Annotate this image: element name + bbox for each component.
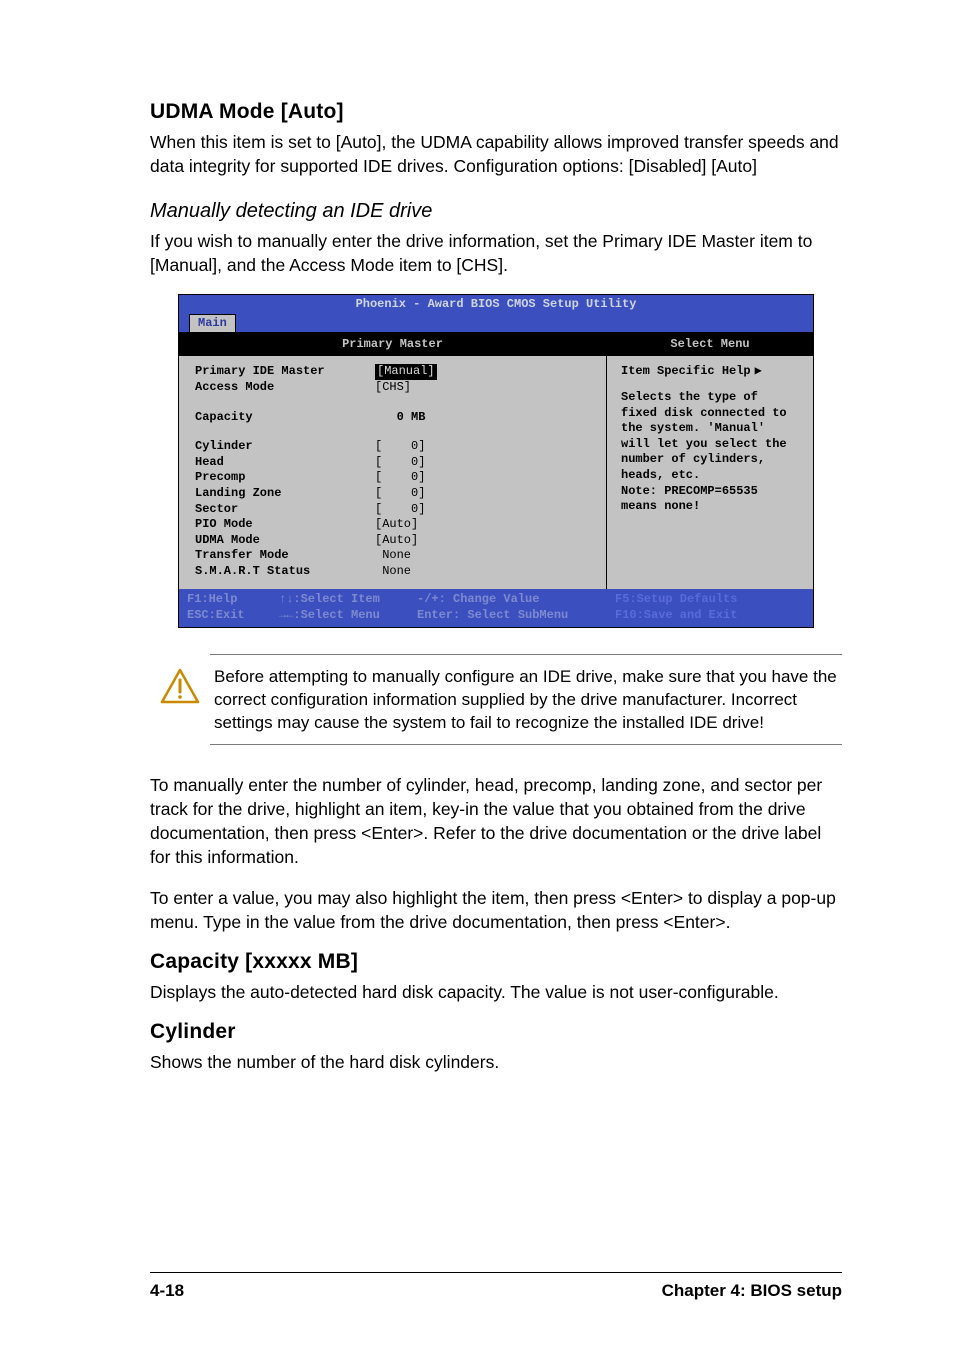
bios-label: Primary IDE Master [195,364,375,380]
bios-value: 0 MB [375,410,425,426]
page: UDMA Mode [Auto] When this item is set t… [0,0,954,1351]
paragraph-manual-entry-1: To manually enter the number of cylinder… [150,773,842,870]
warning-icon [150,654,210,704]
bios-key-nav-menu: →←:Select Menu [279,608,417,624]
chapter-title: Chapter 4: BIOS setup [662,1281,842,1301]
bios-value: [Auto] [375,533,418,549]
bios-help-title: Item Specific Help▶ [621,364,801,380]
bios-row[interactable]: UDMA Mode[Auto] [195,533,594,549]
bios-value: [CHS] [375,380,411,396]
bios-label: S.M.A.R.T Status [195,564,375,580]
bios-value: [ 0] [375,486,425,502]
bios-key-esc: ESC:Exit [187,608,279,624]
bios-row[interactable]: Head[ 0] [195,455,594,471]
bios-tab-bar: Main [179,314,813,332]
bios-value: [ 0] [375,470,425,486]
bios-help-line: Selects the type of [621,390,801,406]
paragraph-manual-entry-2: To enter a value, you may also highlight… [150,886,842,934]
bios-value: None [375,564,411,580]
bios-key-change: -/+: Change Value [417,592,615,608]
bios-title: Phoenix - Award BIOS CMOS Setup Utility [179,295,813,315]
bios-row[interactable]: S.M.A.R.T Status None [195,564,594,580]
bios-row-access-mode[interactable]: Access Mode [CHS] [195,380,594,396]
bios-row[interactable]: Sector[ 0] [195,502,594,518]
bios-value: [ 0] [375,439,425,455]
triangle-right-icon: ▶ [755,364,762,380]
bios-key-nav-item: ↑↓:Select Item [279,592,417,608]
bios-label: Cylinder [195,439,375,455]
bios-key-enter: Enter: Select SubMenu [417,608,615,624]
bios-value-highlighted: [Manual] [375,364,437,380]
bios-help-line: number of cylinders, [621,452,801,468]
bios-label: Head [195,455,375,471]
bios-row[interactable]: Landing Zone[ 0] [195,486,594,502]
bios-value: [Auto] [375,517,418,533]
bios-row[interactable]: Transfer Mode None [195,548,594,564]
heading-cylinder: Cylinder [150,1020,842,1044]
heading-udma-mode: UDMA Mode [Auto] [150,100,842,124]
bios-help-line: will let you select the [621,437,801,453]
bios-help-line: fixed disk connected to [621,406,801,422]
bios-label: Transfer Mode [195,548,375,564]
bios-label: Access Mode [195,380,375,396]
bios-key-f1: F1:Help [187,592,279,608]
paragraph-cylinder: Shows the number of the hard disk cylind… [150,1050,842,1074]
warning-note: Before attempting to manually configure … [150,654,842,745]
bios-left-header: Primary Master [179,333,607,357]
paragraph-udma: When this item is set to [Auto], the UDM… [150,130,842,178]
bios-tab-main[interactable]: Main [189,314,236,332]
bios-label: UDMA Mode [195,533,375,549]
bios-right-pane: Item Specific Help▶ Selects the type off… [607,356,813,589]
page-footer: 4-18 Chapter 4: BIOS setup [150,1272,842,1301]
bios-label: Sector [195,502,375,518]
bios-help-line: the system. 'Manual' [621,421,801,437]
bios-row[interactable]: Cylinder[ 0] [195,439,594,455]
bios-footer: F1:Help ↑↓:Select Item -/+: Change Value… [179,589,813,626]
bios-screenshot: Phoenix - Award BIOS CMOS Setup Utility … [178,294,814,628]
paragraph-capacity: Displays the auto-detected hard disk cap… [150,980,842,1004]
heading-manual-detect: Manually detecting an IDE drive [150,200,842,223]
bios-value: None [375,548,411,564]
bios-right-header: Select Menu [607,333,813,357]
bios-label: PIO Mode [195,517,375,533]
heading-capacity: Capacity [xxxxx MB] [150,950,842,974]
bios-label: Precomp [195,470,375,486]
bios-label: Landing Zone [195,486,375,502]
bios-row[interactable]: PIO Mode[Auto] [195,517,594,533]
bios-header-row: Primary Master Select Menu [179,332,813,357]
bios-help-line: Note: PRECOMP=65535 [621,484,801,500]
bios-row-capacity: Capacity 0 MB [195,410,594,426]
bios-row[interactable]: Precomp[ 0] [195,470,594,486]
bios-body: Primary IDE Master [Manual] Access Mode … [179,356,813,589]
page-number: 4-18 [150,1281,184,1301]
bios-key-f5: F5:Setup Defaults [615,592,805,608]
paragraph-manual-detect: If you wish to manually enter the drive … [150,229,842,277]
bios-value: [ 0] [375,455,425,471]
warning-text: Before attempting to manually configure … [210,654,842,745]
bios-key-f10: F10:Save and Exit [615,608,805,624]
bios-help-line: means none! [621,499,801,515]
bios-value: [ 0] [375,502,425,518]
bios-row-primary-ide-master[interactable]: Primary IDE Master [Manual] [195,364,594,380]
bios-label: Capacity [195,410,375,426]
bios-help-line: heads, etc. [621,468,801,484]
bios-left-pane: Primary IDE Master [Manual] Access Mode … [179,356,607,589]
